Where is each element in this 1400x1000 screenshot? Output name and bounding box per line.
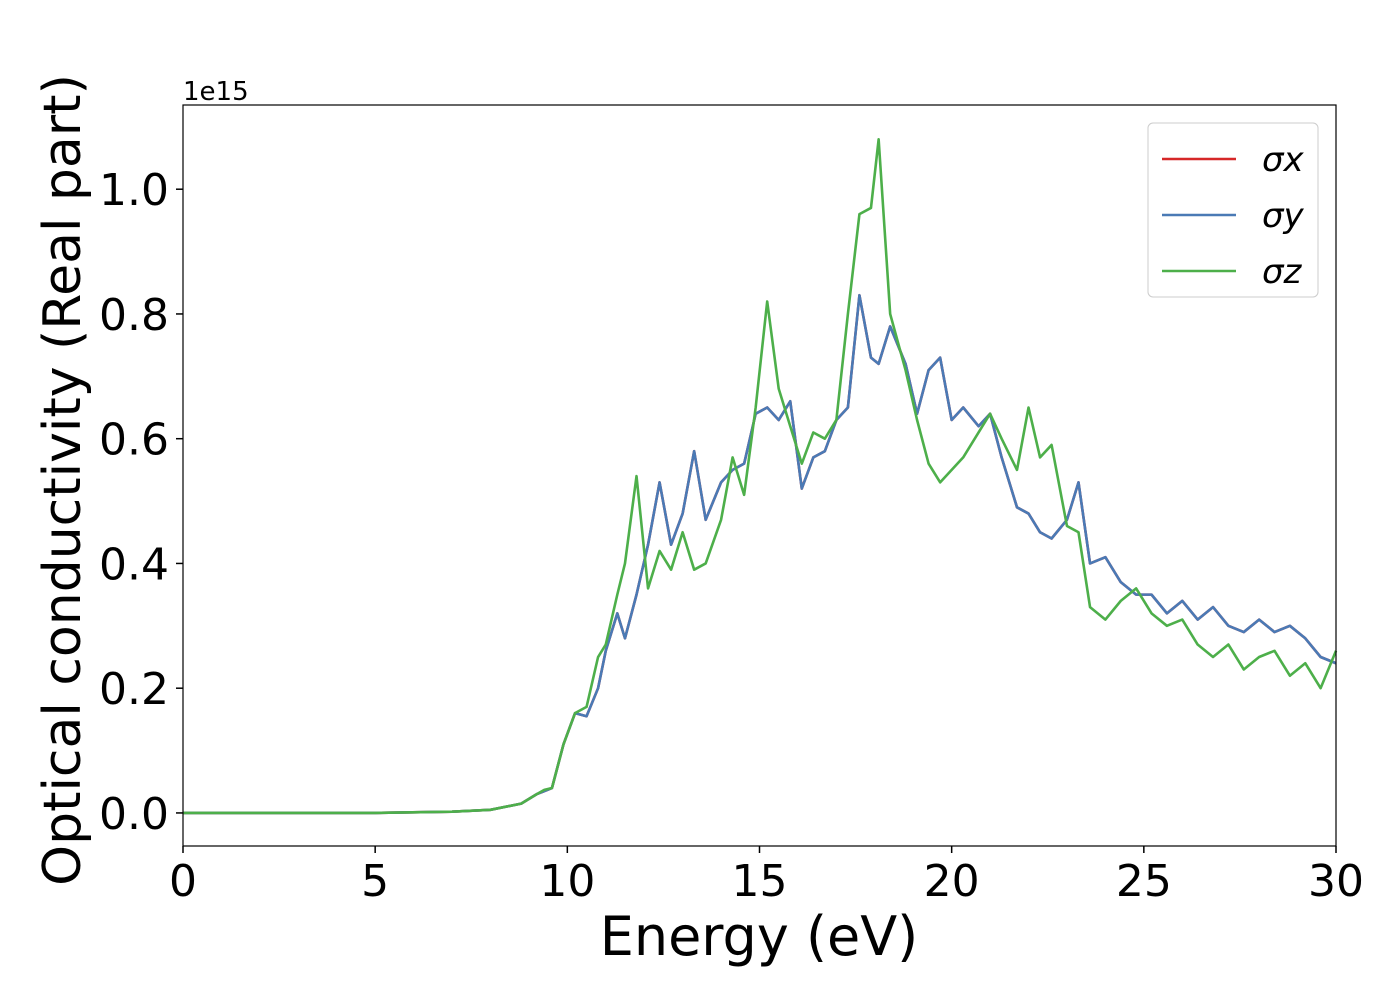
y-tick-label: 0.6 bbox=[99, 415, 169, 466]
x-tick-label: 25 bbox=[1116, 856, 1172, 907]
y-tick-label: 0.2 bbox=[99, 664, 169, 715]
legend-box bbox=[1147, 122, 1319, 298]
legend-label: σx bbox=[1262, 140, 1305, 180]
legend-label: σz bbox=[1262, 252, 1303, 292]
y-tick-label: 1.0 bbox=[99, 165, 169, 216]
x-tick-label: 15 bbox=[732, 856, 788, 907]
offset-text: 1e15 bbox=[183, 77, 249, 107]
x-tick-label: 0 bbox=[169, 856, 197, 907]
series-line bbox=[183, 138, 1338, 815]
series-line bbox=[183, 293, 1337, 815]
y-axis-label: Optical conductivity (Real part) bbox=[33, 74, 93, 886]
x-tick-label: 20 bbox=[924, 856, 980, 907]
legend-label: σy bbox=[1262, 196, 1305, 236]
x-tick-label: 5 bbox=[361, 856, 389, 907]
x-axis-label: Energy (eV) bbox=[600, 905, 919, 968]
y-tick-label: 0.0 bbox=[99, 789, 169, 840]
plot-frame bbox=[182, 104, 1337, 847]
x-tick-label: 10 bbox=[539, 856, 595, 907]
y-tick-label: 0.4 bbox=[99, 539, 169, 590]
y-tick-label: 0.8 bbox=[99, 290, 169, 341]
x-tick-label: 30 bbox=[1308, 856, 1364, 907]
